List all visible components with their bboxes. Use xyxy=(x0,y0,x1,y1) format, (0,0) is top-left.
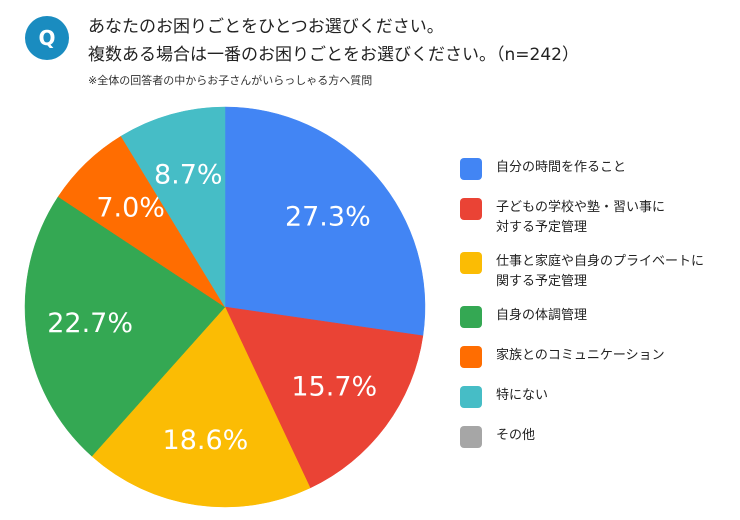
legend-item: 仕事と家庭や自身のプライベートに 関する予定管理 xyxy=(460,252,704,292)
legend-swatch xyxy=(460,346,482,368)
pie-slice xyxy=(24,196,226,457)
legend-label: 仕事と家庭や自身のプライベートに 関する予定管理 xyxy=(496,254,705,289)
legend-item: 家族とのコミュニケーション xyxy=(460,346,665,368)
value-label: 7.0% xyxy=(96,193,165,224)
legend-item: 自身の体調管理 xyxy=(460,306,587,328)
legend-swatch xyxy=(460,426,482,448)
legend-label: 特にない xyxy=(496,388,549,403)
pie-slice xyxy=(120,106,226,308)
pie-slice xyxy=(224,306,424,489)
legend-item: 子どもの学校や塾・習い事に 対する予定管理 xyxy=(460,198,665,238)
title-line: 複数ある場合は一番のお困りごとをお選びください。（n=242） xyxy=(88,45,579,65)
legend-swatch xyxy=(460,198,482,220)
value-label: 15.7% xyxy=(291,371,377,402)
legend-item: 自分の時間を作ること xyxy=(460,158,626,180)
value-label: 18.6% xyxy=(163,425,249,456)
legend-label: 自身の体調管理 xyxy=(496,308,588,323)
legend-item: 特にない xyxy=(460,386,548,408)
legend-label: 家族とのコミュニケーション xyxy=(496,348,665,363)
legend-label: 自分の時間を作ること xyxy=(496,160,627,175)
value-label: 8.7% xyxy=(154,160,223,191)
note: ※全体の回答者の中からお子さんがいらっしゃる方へ質問 xyxy=(88,74,373,87)
pie-slice xyxy=(224,106,426,337)
legend-item: その他 xyxy=(460,426,535,448)
value-label: 27.3% xyxy=(285,202,371,233)
legend-label: その他 xyxy=(496,428,536,443)
legend-swatch xyxy=(460,252,482,274)
legend-swatch xyxy=(460,386,482,408)
legend-label: 子どもの学校や塾・習い事に 対する予定管理 xyxy=(496,200,666,235)
legend-swatch xyxy=(460,306,482,328)
pie-slice xyxy=(91,306,311,508)
title-line: あなたのお困りごとをひとつお選びください。 xyxy=(88,17,444,37)
q-icon: Q xyxy=(25,16,69,60)
value-label: 22.7% xyxy=(47,308,133,339)
legend-swatch xyxy=(460,158,482,180)
